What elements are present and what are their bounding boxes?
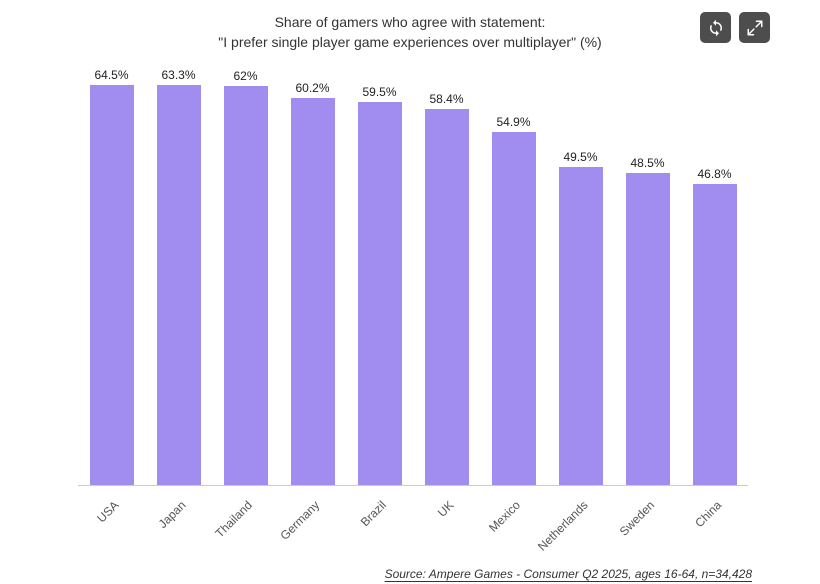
categories-row: USA Japan Thailand Germany Brazil UK Mexico Net… bbox=[78, 486, 748, 558]
bar-column: 62% bbox=[212, 68, 279, 485]
category-label: UK bbox=[434, 498, 457, 520]
category-label: Thailand bbox=[212, 498, 256, 541]
bar[interactable] bbox=[156, 85, 201, 485]
category-cell: Sweden bbox=[614, 486, 681, 558]
category-label: USA bbox=[94, 498, 122, 526]
chart-title-line1: Share of gamers who agree with statement… bbox=[274, 14, 546, 30]
bar-value-label: 48.5% bbox=[630, 156, 665, 170]
bar-column: 59.5% bbox=[346, 68, 413, 485]
category-label: Brazil bbox=[358, 498, 390, 530]
category-label: China bbox=[692, 498, 725, 531]
category-cell: Thailand bbox=[212, 486, 279, 558]
expand-icon bbox=[746, 19, 764, 37]
bar-column: 46.8% bbox=[681, 68, 748, 485]
refresh-button[interactable] bbox=[700, 12, 731, 43]
source-note: Source: Ampere Games - Consumer Q2 2025,… bbox=[384, 567, 752, 581]
bar[interactable] bbox=[223, 86, 268, 485]
refresh-icon bbox=[707, 19, 725, 37]
chart-title: Share of gamers who agree with statement… bbox=[0, 0, 820, 52]
bar[interactable] bbox=[491, 132, 536, 485]
bar-column: 60.2% bbox=[279, 68, 346, 485]
category-label: Japan bbox=[155, 498, 189, 532]
bar-column: 58.4% bbox=[413, 68, 480, 485]
bar-column: 48.5% bbox=[614, 68, 681, 485]
bar-value-label: 54.9% bbox=[496, 115, 531, 129]
bar-value-label: 46.8% bbox=[697, 167, 732, 181]
bar[interactable] bbox=[625, 173, 670, 485]
bar[interactable] bbox=[558, 167, 603, 485]
category-cell: Japan bbox=[145, 486, 212, 558]
category-cell: China bbox=[681, 486, 748, 558]
bar[interactable] bbox=[290, 98, 335, 485]
expand-button[interactable] bbox=[739, 12, 770, 43]
category-cell: Mexico bbox=[480, 486, 547, 558]
plot-area: 64.5% 63.3% 62% 60.2% 59.5% 58.4% 54.9% 49.5% 48… bbox=[78, 68, 748, 558]
bar-value-label: 58.4% bbox=[429, 92, 464, 106]
bar[interactable] bbox=[89, 85, 134, 485]
category-cell: Brazil bbox=[346, 486, 413, 558]
bar-column: 64.5% bbox=[78, 68, 145, 485]
bar-column: 54.9% bbox=[480, 68, 547, 485]
chart-toolbar bbox=[700, 12, 770, 43]
category-label: Mexico bbox=[486, 498, 524, 535]
bars-row: 64.5% 63.3% 62% 60.2% 59.5% 58.4% 54.9% 49.5% 48… bbox=[78, 68, 748, 486]
category-cell: UK bbox=[413, 486, 480, 558]
bar-value-label: 63.3% bbox=[161, 68, 196, 82]
category-cell: Germany bbox=[277, 486, 346, 558]
category-cell: Netherlands bbox=[535, 486, 614, 558]
bar[interactable] bbox=[692, 184, 737, 485]
chart-title-line2: "I prefer single player game experiences… bbox=[218, 34, 602, 50]
bar-column: 63.3% bbox=[145, 68, 212, 485]
bar-value-label: 59.5% bbox=[362, 85, 397, 99]
bar-value-label: 60.2% bbox=[295, 81, 330, 95]
category-label: Sweden bbox=[616, 498, 658, 539]
bar[interactable] bbox=[357, 102, 402, 485]
bar-value-label: 64.5% bbox=[94, 68, 129, 82]
category-cell: USA bbox=[78, 486, 145, 558]
bar-value-label: 49.5% bbox=[563, 150, 598, 164]
bar[interactable] bbox=[424, 109, 469, 485]
category-label: Germany bbox=[277, 498, 323, 543]
bar-value-label: 62% bbox=[233, 69, 258, 83]
bar-column: 49.5% bbox=[547, 68, 614, 485]
